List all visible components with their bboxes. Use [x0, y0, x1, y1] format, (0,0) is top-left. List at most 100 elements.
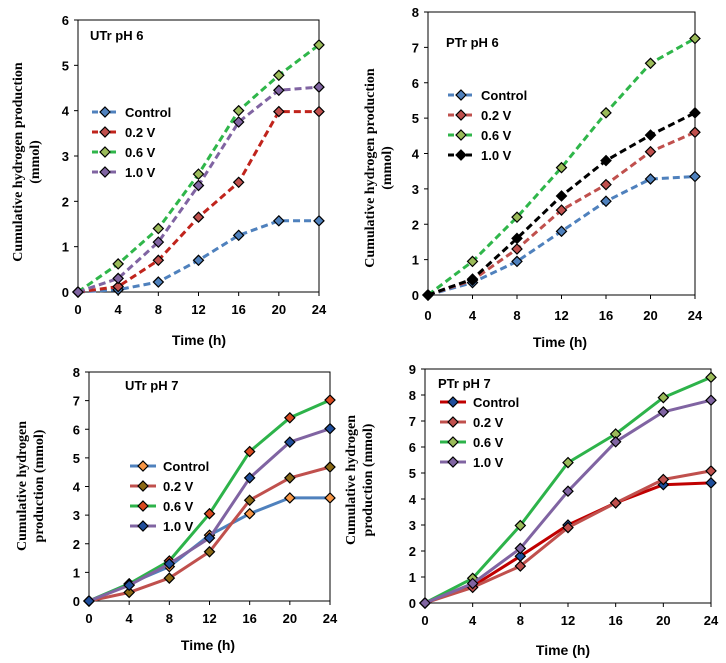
data-point [514, 560, 527, 572]
data-point [705, 477, 717, 489]
y-tick-label: 4 [73, 480, 81, 495]
data-point [419, 597, 431, 609]
legend-label: 0.6 V [125, 145, 156, 160]
y-tick-label: 0 [73, 594, 80, 609]
data-point [313, 81, 325, 93]
y-tick-label: 6 [62, 13, 69, 28]
y-axis-label-line: (mmol) [380, 146, 395, 190]
y-tick-label: 6 [412, 76, 419, 91]
y-tick-label: 3 [409, 518, 416, 533]
legend-marker [447, 396, 459, 408]
data-point [283, 492, 296, 504]
x-axis-label: Time (h) [172, 332, 226, 348]
x-axis-label: Time (h) [533, 334, 587, 350]
panel-title: UTr pH 6 [90, 28, 143, 43]
legend-label: 1.0 V [473, 455, 504, 470]
data-point [644, 57, 657, 70]
series-line-3 [88, 398, 331, 603]
data-point [511, 255, 523, 268]
x-tick-label: 0 [85, 611, 92, 626]
data-point [609, 497, 622, 509]
y-tick-label: 8 [412, 5, 419, 20]
legend-label: Control [125, 105, 171, 120]
x-tick-label: 4 [469, 308, 477, 323]
legend-marker [137, 460, 149, 472]
data-point [283, 436, 296, 448]
data-point [514, 542, 527, 555]
data-point [123, 579, 136, 592]
data-point [203, 532, 216, 544]
data-point [163, 572, 176, 584]
x-tick-label: 8 [166, 611, 173, 626]
y-tick-label: 1 [412, 253, 419, 268]
data-point [203, 545, 216, 558]
data-point [555, 161, 568, 174]
data-point [555, 204, 568, 216]
legend-marker [455, 89, 467, 101]
x-tick-label: 12 [191, 302, 205, 317]
y-tick-label: 2 [409, 544, 416, 559]
data-point [555, 225, 568, 238]
x-tick-label: 16 [599, 308, 613, 323]
y-tick-label: 8 [409, 388, 416, 403]
x-tick-label: 16 [608, 613, 622, 628]
data-point [689, 170, 701, 183]
y-tick-label: 9 [409, 362, 416, 377]
y-tick-label: 6 [73, 422, 80, 437]
data-point [657, 406, 670, 418]
data-point [313, 214, 325, 227]
data-point [232, 229, 245, 242]
y-tick-label: 8 [73, 365, 80, 380]
y-axis-label: Cumulative hydrogen production (mmol) [344, 415, 376, 545]
y-tick-label: 0 [409, 596, 416, 611]
panel-title: UTr pH 7 [125, 378, 178, 393]
x-tick-label: 8 [513, 308, 520, 323]
data-point [600, 195, 612, 208]
x-tick-label: 20 [643, 308, 657, 323]
data-point [112, 272, 125, 285]
data-point [562, 456, 574, 469]
y-tick-label: 5 [62, 58, 69, 73]
data-point [562, 521, 574, 534]
x-tick-label: 16 [242, 611, 256, 626]
y-tick-label: 6 [409, 440, 416, 455]
legend-marker [99, 146, 111, 158]
x-tick-label: 0 [424, 308, 431, 323]
y-tick-label: 1 [409, 570, 416, 585]
legend-marker [137, 500, 149, 512]
legend-label: 0.2 V [125, 125, 156, 140]
y-tick-label: 5 [412, 111, 419, 126]
y-tick-label: 4 [412, 147, 420, 162]
y-axis-label-line: Cumulative hydrogen production [363, 68, 378, 268]
data-point [466, 577, 479, 590]
data-point [123, 586, 136, 599]
legend-label: 1.0 V [481, 148, 512, 163]
series-line-4 [427, 111, 696, 297]
data-point [324, 461, 336, 473]
data-point [283, 472, 296, 484]
y-axis-label-line: Cumulative hydrogen production [11, 62, 26, 262]
legend-marker [137, 480, 149, 492]
data-point [555, 190, 568, 202]
legend-label: 0.6 V [473, 435, 504, 450]
y-axis-label-line: production (mmol) [32, 429, 47, 542]
y-axis-label-line: (mmol) [28, 140, 43, 184]
data-point [192, 179, 205, 192]
y-tick-label: 7 [73, 394, 80, 409]
data-point [152, 254, 165, 267]
data-point [272, 69, 285, 82]
x-tick-label: 24 [312, 302, 327, 317]
y-tick-label: 7 [409, 414, 416, 429]
data-point [511, 232, 523, 245]
y-tick-label: 5 [73, 451, 80, 466]
legend-marker [447, 416, 459, 428]
data-point [83, 595, 95, 607]
data-point [466, 255, 479, 268]
data-point [600, 106, 612, 119]
x-tick-label: 20 [283, 611, 297, 626]
legend-marker [447, 436, 459, 448]
data-point [272, 84, 285, 97]
data-point [600, 154, 612, 167]
data-point [283, 411, 296, 424]
